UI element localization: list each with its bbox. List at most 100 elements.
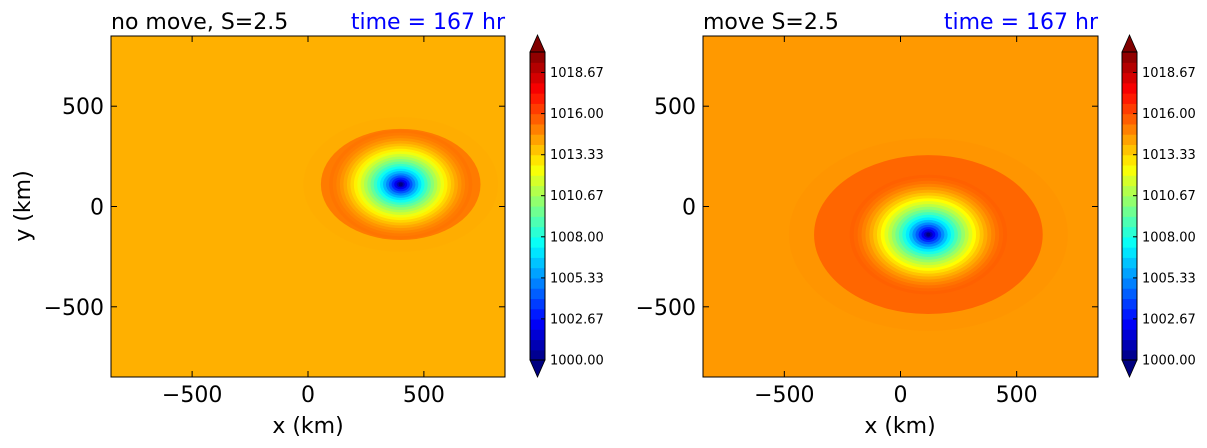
- colorbar-segment: [1122, 318, 1137, 330]
- colorbar-segment: [530, 257, 545, 269]
- colorbar-segment: [1122, 62, 1137, 74]
- colorbar-segment: [530, 236, 545, 248]
- panel-move: −500 0 500 −500 0 500 move S=2.5 time = 167 …: [636, 10, 1196, 439]
- colorbar-segment: [1122, 93, 1137, 104]
- colorbar-segment: [1122, 288, 1137, 299]
- colorbar-segment: [530, 216, 545, 228]
- y-axis-label: y (km): [11, 170, 36, 241]
- colorbar-segment: [1122, 329, 1137, 341]
- colorbar-segment: [1122, 154, 1137, 166]
- colorbar-segment: [530, 52, 545, 63]
- colorbar-segment: [530, 93, 545, 104]
- colorbar-tick-label: 1005.33: [1142, 271, 1196, 286]
- x-tick-label: 0: [301, 383, 315, 408]
- colorbar-segment: [530, 185, 545, 197]
- colorbar-segment: [1122, 339, 1137, 351]
- colorbar-segment: [530, 247, 545, 258]
- colorbar-segment: [530, 339, 545, 351]
- x-axis-label: x (km): [864, 414, 935, 439]
- colorbar-segment: [1122, 144, 1137, 156]
- colorbar-segment: [1122, 298, 1137, 310]
- colorbar-segment: [530, 318, 545, 330]
- colorbar-tick-label: 1016.00: [1142, 107, 1196, 122]
- time-label: time = 167 hr: [944, 10, 1099, 35]
- colorbar-segment: [530, 288, 545, 299]
- colorbar-segment: [1122, 308, 1137, 320]
- colorbar-segment: [530, 113, 545, 125]
- colorbar-segment: [1122, 72, 1137, 84]
- colorbar-segment: [1122, 277, 1137, 289]
- colorbar-segment: [530, 154, 545, 166]
- colorbar-segment: [1122, 185, 1137, 197]
- colorbar-segment: [530, 72, 545, 84]
- chart-title: no move, S=2.5: [111, 10, 288, 35]
- x-axis-ticks: −500 0 500: [754, 36, 1038, 408]
- colorbar-tick-label: 1008.00: [1142, 230, 1196, 245]
- y-tick-label: −500: [44, 296, 104, 321]
- y-tick-label: 0: [90, 196, 104, 221]
- x-axis-label: x (km): [272, 414, 343, 439]
- colorbar-segment: [530, 349, 545, 361]
- colorbar-extend-max: [529, 34, 546, 53]
- colorbar-segment: [1122, 175, 1137, 187]
- y-axis-ticks: −500 0 500: [44, 95, 505, 321]
- colorbar-segment: [530, 206, 545, 217]
- colorbar-tick-label: 1000.00: [550, 354, 604, 369]
- colorbar-segment: [530, 277, 545, 289]
- panel-no-move: −500 0 500 −500 0 500 no move, S=2.5 time = …: [11, 10, 604, 439]
- colorbar-extend-min: [1121, 359, 1138, 378]
- colorbar: 1000.00 1002.67 1005.33 1008.00 1010.67 1013.…: [1121, 34, 1196, 378]
- colorbar: 1000.00 1002.67 1005.33 1008.00 1010.67 1013.…: [529, 34, 604, 378]
- colorbar-tick-label: 1000.00: [1142, 354, 1196, 369]
- colorbar-segment: [530, 226, 545, 238]
- colorbar-segment: [530, 103, 545, 115]
- colorbar-segment: [1122, 195, 1137, 207]
- colorbar-extend-min: [529, 359, 546, 378]
- colorbar-segment: [1122, 206, 1137, 217]
- colorbar-segment: [530, 134, 545, 145]
- pressure-field: [303, 117, 499, 252]
- colorbar-tick-label: 1008.00: [550, 230, 604, 245]
- x-tick-label: −500: [162, 383, 222, 408]
- x-tick-label: 500: [403, 383, 445, 408]
- time-label: time = 167 hr: [351, 10, 506, 35]
- y-tick-label: 500: [654, 95, 696, 120]
- colorbar-segment: [530, 195, 545, 207]
- colorbar-segment: [530, 329, 545, 341]
- colorbar-segment: [1122, 123, 1137, 135]
- colorbar-tick-label: 1018.67: [1142, 66, 1196, 81]
- colorbar-segment: [1122, 52, 1137, 63]
- chart-title: move S=2.5: [703, 10, 839, 35]
- x-tick-label: 0: [894, 383, 908, 408]
- colorbar-tick-label: 1013.33: [1142, 148, 1196, 163]
- contour-band: [926, 232, 931, 237]
- colorbar-segment: [530, 164, 545, 176]
- colorbar-segment: [530, 62, 545, 74]
- colorbar-segment: [1122, 226, 1137, 238]
- colorbar-segment: [1122, 103, 1137, 115]
- colorbar-tick-label: 1002.67: [1142, 312, 1196, 327]
- colorbar-segment: [530, 123, 545, 135]
- x-tick-label: 500: [996, 383, 1038, 408]
- colorbar-segment: [1122, 82, 1137, 94]
- colorbar-segment: [1122, 247, 1137, 258]
- y-tick-label: 0: [682, 196, 696, 221]
- colorbar-segment: [530, 267, 545, 279]
- colorbar-segment: [1122, 164, 1137, 176]
- x-axis-ticks: −500 0 500: [162, 36, 445, 408]
- colorbar-tick-label: 1005.33: [550, 271, 604, 286]
- colorbar-segment: [530, 144, 545, 156]
- colorbar-tick-label: 1013.33: [550, 148, 604, 163]
- colorbar-segment: [1122, 349, 1137, 361]
- colorbar-segment: [530, 82, 545, 94]
- colorbar-segment: [1122, 134, 1137, 145]
- colorbar-frame: [1121, 51, 1138, 361]
- colorbar-segment: [1122, 113, 1137, 125]
- colorbar-tick-label: 1016.00: [550, 107, 604, 122]
- colorbar-tick-label: 1002.67: [550, 312, 604, 327]
- pressure-field: [788, 138, 1068, 331]
- colorbar-tick-label: 1010.67: [550, 189, 604, 204]
- colorbar-segment: [1122, 216, 1137, 228]
- colorbar-extend-max: [1121, 34, 1138, 53]
